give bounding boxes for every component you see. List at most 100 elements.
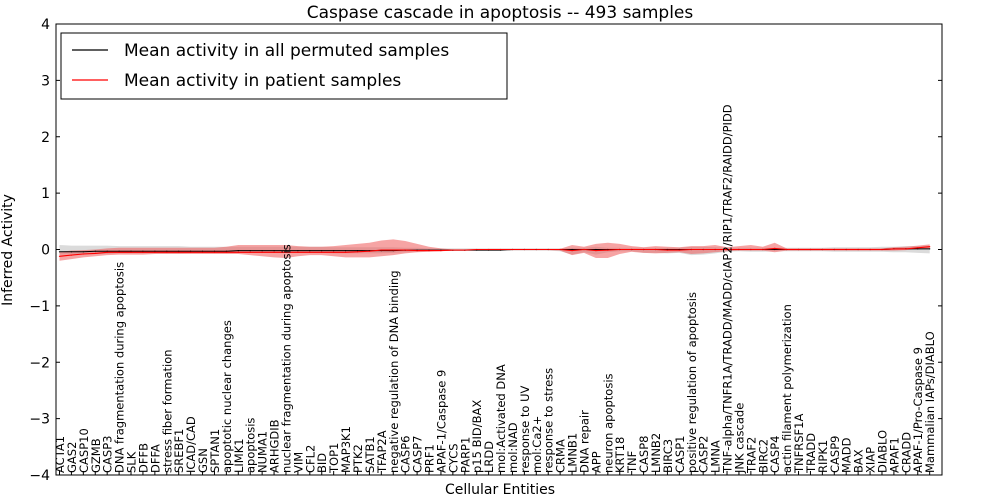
x-tick-label: CASP8 <box>637 436 651 473</box>
x-tick-label: DNA fragmentation during apoptosis <box>113 262 127 473</box>
point-permuted <box>82 251 84 253</box>
point-patient <box>166 251 168 253</box>
point-permuted <box>273 250 275 252</box>
y-ticks: 4 3 2 1 0 −1 −2 −3 −4 <box>29 17 942 484</box>
y-tick-label: 3 <box>41 73 50 89</box>
x-tick-label: BID <box>315 453 329 473</box>
x-tick-label: DNA repair <box>578 410 592 473</box>
x-tick-label: KRT18 <box>613 437 627 473</box>
point-patient <box>869 248 871 251</box>
x-tick-label: positive regulation of apoptosis <box>685 292 699 473</box>
x-tick-label: ICAD/CAD <box>184 416 198 473</box>
point-patient <box>511 248 514 251</box>
point-permuted <box>201 250 204 252</box>
point-patient <box>559 248 561 251</box>
x-tick-label: GSN <box>196 448 210 473</box>
y-tick-label: 2 <box>41 130 50 146</box>
point-patient <box>690 248 692 251</box>
point-patient <box>833 248 835 251</box>
legend-label-patient: Mean activity in patient samples <box>124 71 401 91</box>
x-tick-label: CRMA <box>554 439 568 473</box>
point-permuted <box>94 250 96 252</box>
point-permuted <box>225 250 227 252</box>
point-patient <box>440 250 442 252</box>
x-tick-label: TNF-alpha/TNFR1A/TRADD/MADD/cIAP2/RIP1/T… <box>721 104 735 474</box>
x-tick-label: TRADD <box>804 433 818 474</box>
x-tick-label: mol:Activated DNA <box>494 364 508 473</box>
point-patient <box>416 250 418 252</box>
point-patient <box>845 248 847 251</box>
point-patient <box>225 251 227 253</box>
point-patient <box>547 248 549 251</box>
x-tick-label: CYCS <box>446 443 460 473</box>
point-patient <box>333 251 335 253</box>
point-permuted <box>106 250 108 252</box>
x-tick-label: SPTAN1 <box>208 429 222 473</box>
x-tick-label: LMNB1 <box>566 433 580 473</box>
point-patient <box>285 251 287 253</box>
x-tick-label: stress fiber formation <box>160 349 174 473</box>
point-patient <box>130 251 132 253</box>
x-tick-label: CASP10 <box>77 428 91 473</box>
point-patient <box>201 251 204 253</box>
point-permuted <box>261 250 263 252</box>
x-tick-label: APAF1 <box>887 437 901 473</box>
x-tick-marks <box>59 471 931 475</box>
point-patient <box>654 248 657 251</box>
x-tick-label: CASP1 <box>673 436 687 473</box>
x-tick-label: BIRC3 <box>661 439 675 473</box>
point-patient <box>58 255 61 257</box>
point-permuted <box>321 250 323 252</box>
point-permuted <box>130 250 132 252</box>
point-patient <box>762 248 764 251</box>
point-patient <box>571 250 573 252</box>
point-patient <box>797 248 800 251</box>
point-patient <box>321 251 323 253</box>
x-tick-label: CASP6 <box>399 436 413 473</box>
x-tick-label: BIRC2 <box>756 439 770 473</box>
x-tick-label: TNFRSF1A <box>792 414 806 474</box>
point-patient <box>309 251 311 253</box>
point-patient <box>428 250 430 252</box>
x-tick-label: DIABLO <box>876 430 890 473</box>
point-permuted <box>118 250 120 252</box>
x-tick-label: CASP2 <box>697 436 711 473</box>
point-permuted <box>154 250 156 252</box>
point-patient <box>368 250 370 252</box>
point-patient <box>261 251 263 253</box>
point-patient <box>106 251 108 253</box>
x-tick-label: LMNB2 <box>649 433 663 473</box>
point-permuted <box>178 250 180 252</box>
x-tick-label: SREBF1 <box>172 429 186 473</box>
point-patient <box>464 249 466 251</box>
point-permuted <box>190 250 192 252</box>
y-axis-label: Inferred Activity <box>0 194 16 306</box>
x-tick-label: apoptosis <box>244 418 258 473</box>
point-patient <box>476 248 478 251</box>
point-patient <box>905 248 907 250</box>
x-tick-label: LIMK1 <box>232 438 246 473</box>
y-tick-label: 4 <box>41 17 50 33</box>
x-tick-label: DFFA <box>148 444 162 473</box>
x-tick-label: CRADD <box>899 432 913 473</box>
chart-title: Caspase cascade in apoptosis -- 493 samp… <box>307 3 694 23</box>
x-tick-label: response to UV <box>518 385 532 473</box>
x-tick-label: GAS2 <box>65 442 79 473</box>
point-patient <box>345 251 347 253</box>
point-permuted <box>70 251 72 253</box>
legend: Mean activity in all permuted samples Me… <box>60 32 508 100</box>
x-tick-label: mol:Ca2+ <box>530 416 544 473</box>
point-permuted <box>333 250 335 252</box>
x-axis-label: Cellular Entities <box>445 482 555 498</box>
point-permuted <box>249 250 251 252</box>
point-permuted <box>237 250 239 252</box>
point-permuted <box>309 250 311 252</box>
point-patient <box>237 251 239 253</box>
x-tick-label: BAX <box>852 449 866 473</box>
x-tick-label: CFL2 <box>303 445 317 473</box>
point-permuted <box>142 250 144 252</box>
point-patient <box>631 248 633 251</box>
x-tick-label: neuron apoptosis <box>601 373 615 473</box>
point-permuted <box>345 250 347 252</box>
y-tick-label: −4 <box>29 468 50 484</box>
